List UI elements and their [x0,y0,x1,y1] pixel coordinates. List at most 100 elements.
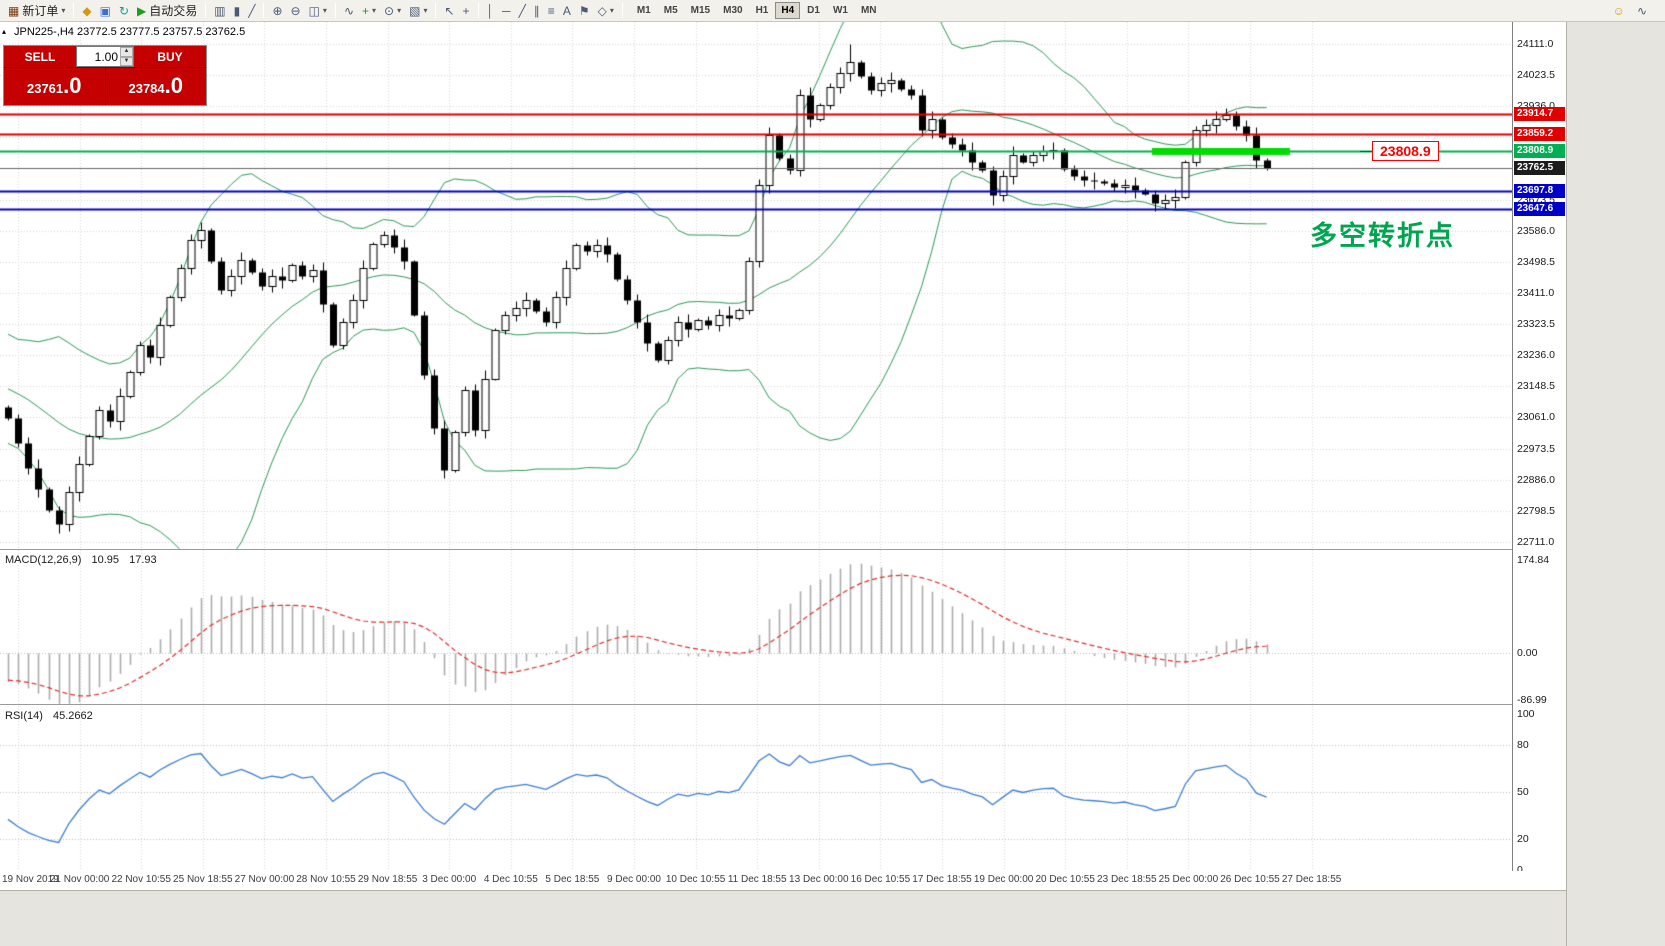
rsi-value: 45.2662 [52,710,93,722]
window-collapse-icon[interactable]: ▴ [2,27,7,36]
smiley-icon: ☺ [1612,3,1625,18]
rsi-indicator-label: RSI(14) 45.2662 [5,710,93,722]
turning-point-text[interactable]: 多空转折点 [1310,214,1455,253]
dropdown-arrow-icon: ▾ [423,6,428,15]
toolbar-button-chart-window[interactable]: ▦ 新订单 ▾ [4,1,69,21]
dropdown-arrow-icon: ▾ [397,6,402,15]
time-axis-label: 3 Dec 00:00 [422,874,477,885]
toolbar-button-template[interactable]: ▧ ▾ [405,1,431,21]
price-line-label: 23808.9 [1514,144,1565,159]
sell-price-button[interactable]: 23761.0 [4,68,106,105]
price-tick-label: 22711.0 [1517,535,1555,548]
panel-separator[interactable] [0,704,1566,705]
toolbar-button-zoom-in[interactable]: ⊕ [268,1,286,21]
time-axis-label: 21 Nov 00:00 [49,874,110,885]
dropdown-arrow-icon: ▾ [609,6,614,15]
rsi-tick-label: 0 [1517,864,1523,876]
price-tick-label: 22798.5 [1517,504,1555,517]
time-axis-label: 9 Dec 00:00 [607,874,661,885]
price-main-digits: 23784 [128,81,165,96]
shapes-icon: ◇ [597,3,607,18]
time-axis-label: 17 Dec 18:55 [912,874,972,885]
timeframe-button-m5[interactable]: M5 [658,2,684,19]
volume-input[interactable] [77,47,120,66]
toolbar-button-text[interactable]: A [559,1,575,21]
toolbar-button-bar-chart[interactable]: ▥ [210,1,229,21]
macd-tick-label: 0.00 [1517,647,1538,660]
toolbar-button-autotrading-play[interactable]: ▶ 自动交易 [133,1,201,21]
toolbar-button-label: 新订单 [22,4,59,18]
toolbar-button-channel[interactable]: ∥ [530,1,544,21]
price-tick-label: 23586.0 [1517,224,1555,237]
toolbar-button-scripts[interactable]: ◆ [78,1,95,21]
chart-window-icon: ▦ [8,3,20,18]
timeframe-button-w1[interactable]: W1 [827,2,854,19]
price-line-label: 23914.7 [1514,106,1565,121]
toolbar-button-cursor[interactable]: ↖ [440,1,458,21]
sell-button[interactable]: SELL [4,46,76,67]
toolbar-button-vline[interactable]: │ [483,1,499,21]
toolbar-button-line-chart[interactable]: ╱ [244,1,259,21]
toolbar-button-indicators[interactable]: ∿ [340,1,358,21]
price-tick-label: 22973.5 [1517,442,1555,455]
indicator-add-icon: + [362,3,370,18]
price-line-label: 23762.5 [1514,160,1565,175]
price-callout[interactable]: 23808.9 [1360,141,1439,162]
timeframe-button-m1[interactable]: M1 [631,2,657,19]
toolbar: ▦ 新订单 ▾ ◆ ▣ ↻ ▶ 自动交易 ▥ ▮ ╱ ⊕ ⊖ ◫ ▾ ∿ + ▾ ⊙ ▾ ▧ ▾ ↖ + │ ─ ╱ ∥ ≡ A ⚑ ◇ ▾ M1… [0,0,1665,22]
candle-chart-icon: ▮ [233,3,241,18]
text-icon: A [562,3,571,18]
toolbar-button-indicator-add[interactable]: + ▾ [358,1,380,21]
macd-tick-label: -86.99 [1517,694,1547,706]
timeframe-button-mn[interactable]: MN [855,2,883,19]
buy-button[interactable]: BUY [134,46,206,67]
toolbar-button-candle-chart[interactable]: ▮ [230,1,245,21]
toolbar-button-fibonacci[interactable]: ≡ [544,1,559,21]
sell-label: SELL [24,49,56,64]
timeframe-button-m15[interactable]: M15 [685,2,716,19]
price-tick-label: 23498.5 [1517,255,1555,268]
toolbar-button-hline[interactable]: ─ [498,1,515,21]
price-big-digits: .0 [164,73,183,98]
volume-up-button[interactable]: ▲ [120,47,133,57]
time-axis-label: 20 Dec 10:55 [1035,874,1095,885]
macd-value-signal: 17.93 [129,554,157,566]
timeframe-button-h1[interactable]: H1 [750,2,775,19]
toolbar-button-label[interactable]: ⚑ [575,1,594,21]
buy-price-button[interactable]: 23784.0 [105,68,206,105]
toolbar-button-refresh[interactable]: ↻ [115,1,133,21]
chart-canvas[interactable] [0,22,1512,890]
time-axis-label: 11 Dec 18:55 [727,874,787,885]
dropdown-arrow-icon: ▾ [61,6,66,15]
price-line-label: 23859.2 [1514,126,1565,141]
template-icon: ▧ [409,3,421,18]
cursor-icon: ↖ [444,3,455,18]
refresh-icon: ↻ [118,3,130,18]
time-axis-label: 25 Nov 18:55 [173,874,233,885]
macd-indicator-label: MACD(12,26,9) 10.95 17.93 [5,554,157,566]
panel-separator[interactable] [0,549,1566,550]
timeframe-button-h4[interactable]: H4 [775,2,801,19]
time-axis-label: 4 Dec 10:55 [483,874,538,885]
time-axis[interactable]: 19 Nov 2019 21 Nov 00:00 22 Nov 10:55 25 No… [0,871,1566,890]
rsi-tick-label: 80 [1517,739,1529,752]
dropdown-arrow-icon: ▾ [322,6,327,15]
toolbar-button-crosshair[interactable]: + [459,1,474,21]
price-scale[interactable]: 24111.024023.523936.023848.523761.023673… [1512,22,1566,890]
toolbar-button-market-watch[interactable]: ▣ [96,1,115,21]
toolbar-button-tile-windows[interactable]: ◫ ▾ [305,1,331,21]
price-tick-label: 23236.0 [1517,349,1555,362]
toolbar-button-shapes[interactable]: ◇ ▾ [594,1,618,21]
one-click-trading-panel: SELL ▲ ▼ BUY 23761.0 23784.0 [3,45,207,106]
toolbar-button-stats[interactable]: ∿ [1633,1,1651,21]
price-line-label: 23647.6 [1514,201,1565,216]
volume-down-button[interactable]: ▼ [120,56,133,66]
toolbar-button-smiley[interactable]: ☺ [1609,1,1629,21]
price-tick-label: 22886.0 [1517,473,1555,486]
price-tick-label: 23323.5 [1517,318,1555,331]
timeframe-button-m30[interactable]: M30 [717,2,748,19]
timeframe-button-d1[interactable]: D1 [801,2,826,19]
toolbar-button-trendline[interactable]: ╱ [515,1,530,21]
toolbar-button-zoom-out[interactable]: ⊖ [287,1,305,21]
toolbar-button-period[interactable]: ⊙ ▾ [380,1,405,21]
